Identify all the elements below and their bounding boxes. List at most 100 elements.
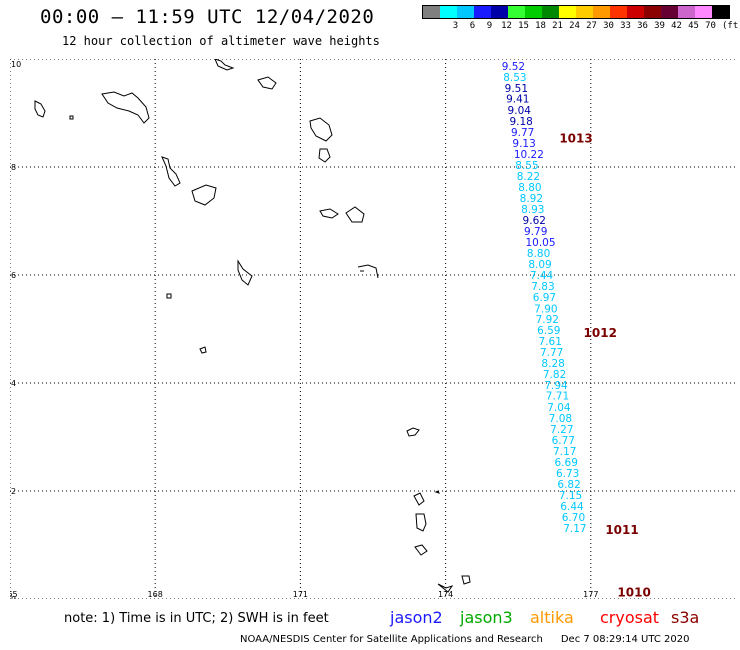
swh-value: 9.51 — [505, 83, 528, 95]
legend-label: 33 — [620, 21, 631, 31]
satellite-jason2: jason2 — [390, 608, 443, 627]
island-1 — [34, 100, 46, 118]
satellite-s3a: s3a — [671, 608, 700, 627]
swh-value: 7.82 — [543, 369, 566, 381]
island-14 — [166, 293, 172, 299]
swh-value: 6.97 — [533, 292, 556, 304]
legend-label: 42 — [671, 21, 682, 31]
island-12 — [237, 259, 253, 286]
swh-value: 7.17 — [563, 523, 586, 535]
island-20 — [414, 544, 428, 556]
satellite-altika: altika — [530, 608, 574, 627]
swh-value: 7.61 — [539, 336, 562, 348]
legend-swatch — [610, 6, 627, 18]
legend-label: 36 — [637, 21, 648, 31]
lat-tick-label: 0 — [11, 595, 16, 599]
island-22 — [461, 575, 471, 585]
island-18 — [434, 490, 440, 494]
swh-value: 7.27 — [550, 424, 573, 436]
island-9 — [191, 184, 217, 206]
swh-value: 7.44 — [530, 270, 554, 282]
credit-org: NOAA/NESDIS Center for Satellite Applica… — [240, 634, 543, 645]
swh-value: 8.28 — [541, 358, 564, 370]
island-3 — [101, 91, 150, 124]
lat-tick-label: 10 — [11, 60, 21, 69]
legend-label: 9 — [486, 21, 493, 31]
legend-label: 27 — [586, 21, 597, 31]
swh-value: 9.62 — [523, 215, 546, 227]
map-grid — [10, 59, 736, 599]
lat-tick-label: 4 — [11, 379, 16, 388]
lat-tick-label: 8 — [11, 163, 16, 172]
swh-value: 6.59 — [537, 325, 560, 337]
legend-swatch — [457, 6, 474, 18]
legend-swatch — [678, 6, 695, 18]
swh-value: 8.55 — [515, 160, 538, 172]
legend-label: 39 — [654, 21, 665, 31]
swh-value: 6.69 — [555, 457, 578, 469]
pressure-label: 1010 — [617, 585, 650, 599]
island-15 — [199, 346, 207, 354]
island-10 — [319, 208, 339, 219]
legend-label: 24 — [569, 21, 580, 31]
legend-swatch — [644, 6, 661, 18]
island-4 — [214, 59, 235, 71]
swh-value: 7.92 — [536, 314, 559, 326]
swh-value: 6.82 — [557, 479, 580, 491]
legend-swatch — [576, 6, 593, 18]
legend-label: 15 — [518, 21, 529, 31]
map-subtitle: 12 hour collection of altimeter wave hei… — [62, 34, 380, 48]
legend-swatch — [712, 6, 729, 18]
swh-value: 7.94 — [544, 380, 568, 392]
swh-value: 7.04 — [547, 402, 571, 414]
swh-value: 6.44 — [560, 501, 584, 513]
swh-value: 9.41 — [506, 94, 529, 106]
swh-value: 9.79 — [524, 226, 547, 238]
legend-swatch — [695, 6, 712, 18]
island-7 — [318, 148, 331, 163]
lon-tick-label: 177 — [583, 590, 598, 599]
lon-tick-label: 165 — [10, 590, 18, 599]
lon-tick-label: 174 — [438, 590, 453, 599]
swh-value: 7.15 — [559, 490, 582, 502]
swh-value: 7.08 — [549, 413, 572, 425]
swh-value: 7.77 — [540, 347, 563, 359]
coastlines — [34, 59, 471, 593]
credit-line: NOAA/NESDIS Center for Satellite Applica… — [240, 634, 689, 645]
swh-value: 7.71 — [546, 391, 569, 403]
legend-swatch — [661, 6, 678, 18]
legend-unit: (ft) — [722, 21, 740, 31]
island-5 — [257, 76, 277, 90]
swh-value: 8.09 — [528, 259, 551, 271]
pressure-labels: 1013 1012 1011 1010 — [559, 132, 650, 599]
legend-swatch — [525, 6, 542, 18]
legend-swatch — [508, 6, 525, 18]
swh-value: 9.52 — [502, 61, 525, 73]
lat-tick-label: 6 — [11, 271, 16, 280]
legend-label: 45 — [688, 21, 699, 31]
legend-label: 70 — [705, 21, 716, 31]
island-16 — [406, 427, 420, 437]
island-19 — [415, 513, 427, 532]
swh-value: 6.73 — [556, 468, 579, 480]
generated-date: Dec 7 08:29:14 UTC 2020 — [560, 634, 690, 645]
swh-value: 9.77 — [511, 127, 534, 139]
swh-value: 10.22 — [514, 149, 544, 161]
island-13 — [357, 264, 379, 279]
satellite-jason3: jason3 — [460, 608, 513, 627]
map-title: 00:00 – 11:59 UTC 12/04/2020 — [40, 6, 375, 28]
swh-value: 9.04 — [508, 105, 532, 117]
legend-swatch — [627, 6, 644, 18]
swh-value: 8.22 — [517, 171, 540, 183]
legend-color-bar — [422, 5, 730, 19]
swh-value: 8.80 — [527, 248, 550, 260]
island-17 — [413, 492, 425, 506]
island-6 — [309, 117, 333, 142]
legend-label: 18 — [535, 21, 546, 31]
footnote: note: 1) Time is in UTC; 2) SWH is in fe… — [64, 611, 329, 626]
legend-label: 21 — [552, 21, 563, 31]
legend-swatch — [542, 6, 559, 18]
swh-observations: 9.528.539.519.419.049.189.779.1310.228.5… — [502, 61, 587, 535]
swh-value: 6.77 — [552, 435, 575, 447]
